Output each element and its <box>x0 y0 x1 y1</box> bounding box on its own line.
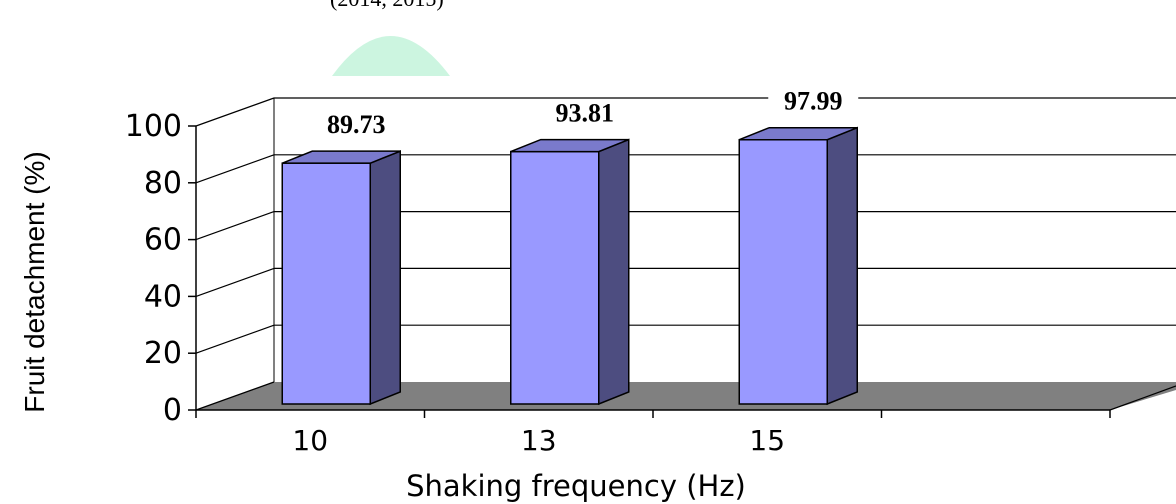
floor-edge-right <box>1109 385 1176 411</box>
gridline-side-60 <box>195 211 275 241</box>
gridline-side-40 <box>195 267 275 297</box>
x-tick-label-15: 15 <box>749 424 785 457</box>
x-axis-ticks: 10 13 15 <box>292 424 785 457</box>
data-label-bg-13 <box>539 101 630 128</box>
gridline-side-100 <box>195 97 275 127</box>
y-axis-ticks: 0 20 40 60 80 100 <box>125 109 182 428</box>
data-label-bg-10 <box>311 113 402 140</box>
bar-front-15 <box>738 138 828 405</box>
data-label-15: 97.99 <box>784 87 843 116</box>
x-axis-label: Shaking frequency (Hz) <box>406 469 746 503</box>
data-labels: 89.73 93.81 97.99 <box>311 87 859 140</box>
decorative-triangle <box>332 36 450 76</box>
y-tick-label-60: 60 <box>144 223 182 258</box>
y-tick-label-100: 100 <box>125 109 182 144</box>
bar-front-13 <box>510 150 600 405</box>
chart-floor <box>196 382 1176 410</box>
y-tick-label-20: 20 <box>144 336 182 371</box>
y-tick-label-0: 0 <box>163 393 182 428</box>
plot-area <box>188 97 1176 418</box>
data-label-13: 93.81 <box>556 99 615 128</box>
gridline-side-80 <box>195 154 275 184</box>
x-tick-label-13: 13 <box>521 424 557 457</box>
bar-front-10 <box>281 162 371 405</box>
bar-side-10 <box>369 150 401 406</box>
data-label-10: 89.73 <box>327 110 386 139</box>
bar-top-10 <box>281 150 401 164</box>
data-label-bg-15 <box>768 89 859 116</box>
y-tick-label-80: 80 <box>144 166 182 201</box>
bar-side-13 <box>598 138 630 406</box>
bar-top-13 <box>510 138 630 153</box>
back-wall-outline <box>273 97 1176 382</box>
gridline-side-20 <box>195 324 275 354</box>
bar-top-15 <box>738 126 858 141</box>
header-fragment: (2014, 2015) <box>330 0 444 11</box>
bars <box>281 126 858 406</box>
gridline-side-0 <box>195 381 275 411</box>
y-tick-label-40: 40 <box>144 279 182 314</box>
x-tick-label-10: 10 <box>292 424 328 457</box>
y-axis-label: Fruit detachment (%) <box>19 151 50 412</box>
bar-side-15 <box>826 126 858 406</box>
